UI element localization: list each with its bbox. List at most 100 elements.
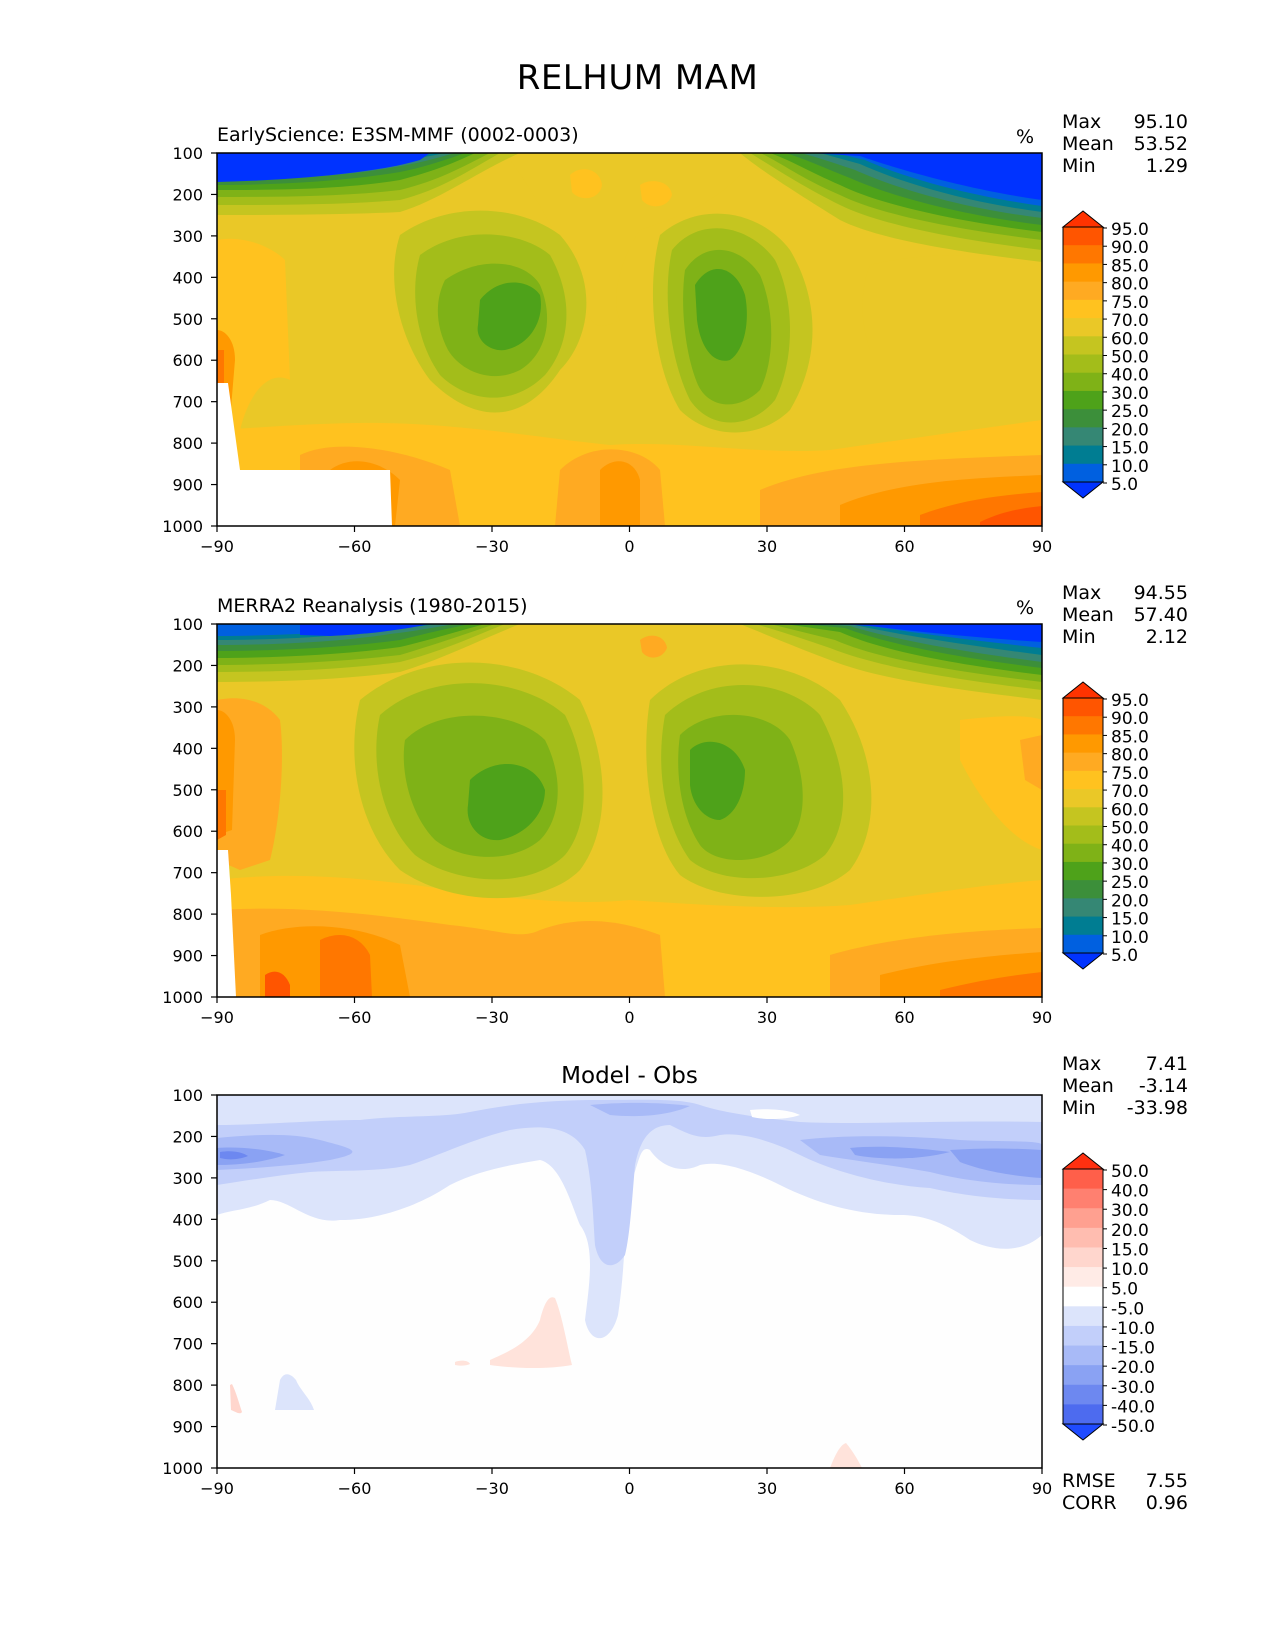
y-tick-label: 200 <box>172 185 203 204</box>
colorbar-swatch <box>1063 263 1103 283</box>
annotations-1: MERRA2 Reanalysis (1980-2015) %1002003004… <box>162 582 1188 1027</box>
y-tick-label: 900 <box>172 476 203 495</box>
colorbar-label: 60.0 <box>1111 800 1149 820</box>
stat-value: 57.40 <box>1134 604 1188 626</box>
colorbar-swatch <box>1063 1188 1103 1209</box>
x-tick-label: −60 <box>338 1008 372 1027</box>
colorbar-label: 30.0 <box>1111 855 1149 875</box>
stat-label: Max <box>1062 1053 1101 1075</box>
stat-value: -33.98 <box>1127 1097 1188 1119</box>
colorbar-swatch <box>1063 336 1103 355</box>
colorbar-under <box>1061 1423 1105 1441</box>
colorbar: 95.090.085.080.075.070.060.050.040.030.0… <box>1061 681 1149 970</box>
colorbar-swatch <box>1063 770 1103 790</box>
colorbar-swatch <box>1063 861 1103 881</box>
colorbar-swatch <box>1063 716 1103 735</box>
colorbar-label: 90.0 <box>1111 238 1149 258</box>
colorbar-label: 25.0 <box>1111 402 1149 422</box>
y-tick-label: 1000 <box>162 1459 203 1478</box>
x-tick-label: 30 <box>757 537 777 556</box>
colorbar-swatch <box>1063 1325 1103 1347</box>
colorbar-label: 50.0 <box>1111 348 1149 368</box>
stat-value: 94.55 <box>1134 582 1188 604</box>
stat-label: RMSE <box>1062 1470 1116 1492</box>
y-tick-label: 700 <box>172 1335 203 1354</box>
colorbar-swatch <box>1063 934 1103 954</box>
colorbar-swatch <box>1063 463 1103 483</box>
colorbar-swatch <box>1063 698 1103 717</box>
colorbar-over <box>1061 1152 1105 1170</box>
y-tick-label: 100 <box>172 615 203 634</box>
x-tick-label: 90 <box>1032 1008 1052 1027</box>
colorbar-swatch <box>1063 299 1103 319</box>
x-tick-label: 30 <box>757 1479 777 1498</box>
x-tick-label: 90 <box>1032 537 1052 556</box>
colorbar-swatch <box>1063 898 1103 918</box>
colorbar-label: 70.0 <box>1111 782 1149 802</box>
stat-label: Max <box>1062 582 1101 604</box>
y-tick-label: 800 <box>172 434 203 453</box>
x-tick-label: −30 <box>475 1008 509 1027</box>
y-tick-label: 300 <box>172 1169 203 1188</box>
colorbar-label: 5.0 <box>1111 1280 1138 1300</box>
colorbar-swatch <box>1063 1345 1103 1366</box>
colorbar-swatch <box>1063 409 1103 428</box>
colorbar-frame <box>1062 1168 1104 1425</box>
stat-value: 7.41 <box>1146 1053 1188 1075</box>
stat-label: Mean <box>1062 1075 1114 1097</box>
page-title: RELHUM MAM <box>516 58 759 98</box>
colorbar-swatch <box>1063 445 1103 465</box>
colorbar-under <box>1061 952 1105 970</box>
colorbar-label: 10.0 <box>1111 457 1149 477</box>
panel-title: MERRA2 Reanalysis (1980-2015) <box>217 595 528 617</box>
x-tick-label: 0 <box>624 1008 634 1027</box>
stat-value: 2.12 <box>1146 626 1188 648</box>
y-tick-label: 300 <box>172 227 203 246</box>
x-tick-label: −30 <box>475 1479 509 1498</box>
colorbar-label: 30.0 <box>1111 384 1149 404</box>
x-tick-label: 60 <box>894 537 914 556</box>
colorbar: 50.040.030.020.015.010.05.0-5.0-10.0-15.… <box>1061 1152 1155 1441</box>
panel-model <box>216 152 1043 527</box>
x-tick-label: −90 <box>200 1008 234 1027</box>
colorbar-label: 15.0 <box>1111 439 1149 459</box>
annotations-2: Model - Obs10020030040050060070080090010… <box>162 1053 1188 1514</box>
x-tick-label: 90 <box>1032 1479 1052 1498</box>
field-diff <box>217 1095 1042 1468</box>
y-tick-label: 800 <box>172 905 203 924</box>
colorbar-swatch <box>1063 318 1103 337</box>
units-label: % <box>1016 597 1034 619</box>
y-tick-label: 400 <box>172 1210 203 1229</box>
y-tick-label: 900 <box>172 1418 203 1437</box>
colorbar-label: 25.0 <box>1111 873 1149 893</box>
colorbar-label: 15.0 <box>1111 910 1149 930</box>
y-tick-label: 100 <box>172 144 203 163</box>
y-tick-label: 700 <box>172 864 203 883</box>
x-tick-label: −60 <box>338 1479 372 1498</box>
colorbar-label: 70.0 <box>1111 311 1149 331</box>
colorbar-swatch <box>1063 1384 1103 1405</box>
colorbar-swatch <box>1063 843 1103 863</box>
colorbar-label: 40.0 <box>1111 1182 1149 1202</box>
y-tick-label: 300 <box>172 698 203 717</box>
y-tick-label: 800 <box>172 1376 203 1395</box>
colorbar-swatch <box>1063 1404 1103 1425</box>
colorbar-swatch <box>1063 245 1103 264</box>
y-tick-label: 700 <box>172 393 203 412</box>
stat-label: Min <box>1062 626 1096 648</box>
colorbar-label: -5.0 <box>1111 1299 1144 1319</box>
colorbar-label: 95.0 <box>1111 691 1149 711</box>
colorbar: 95.090.085.080.075.070.060.050.040.030.0… <box>1061 210 1149 499</box>
colorbar-swatch <box>1063 1306 1103 1327</box>
colorbar-label: 75.0 <box>1111 764 1149 784</box>
panel-obs <box>216 623 1043 998</box>
colorbar-swatch <box>1063 390 1103 410</box>
y-tick-label: 600 <box>172 1293 203 1312</box>
colorbar-swatch <box>1063 789 1103 808</box>
colorbar-swatch <box>1063 916 1103 936</box>
colorbar-label: 50.0 <box>1111 819 1149 839</box>
colorbar-label: 50.0 <box>1111 1162 1149 1182</box>
colorbar-label: 5.0 <box>1111 946 1138 966</box>
field-obs <box>217 624 1042 997</box>
